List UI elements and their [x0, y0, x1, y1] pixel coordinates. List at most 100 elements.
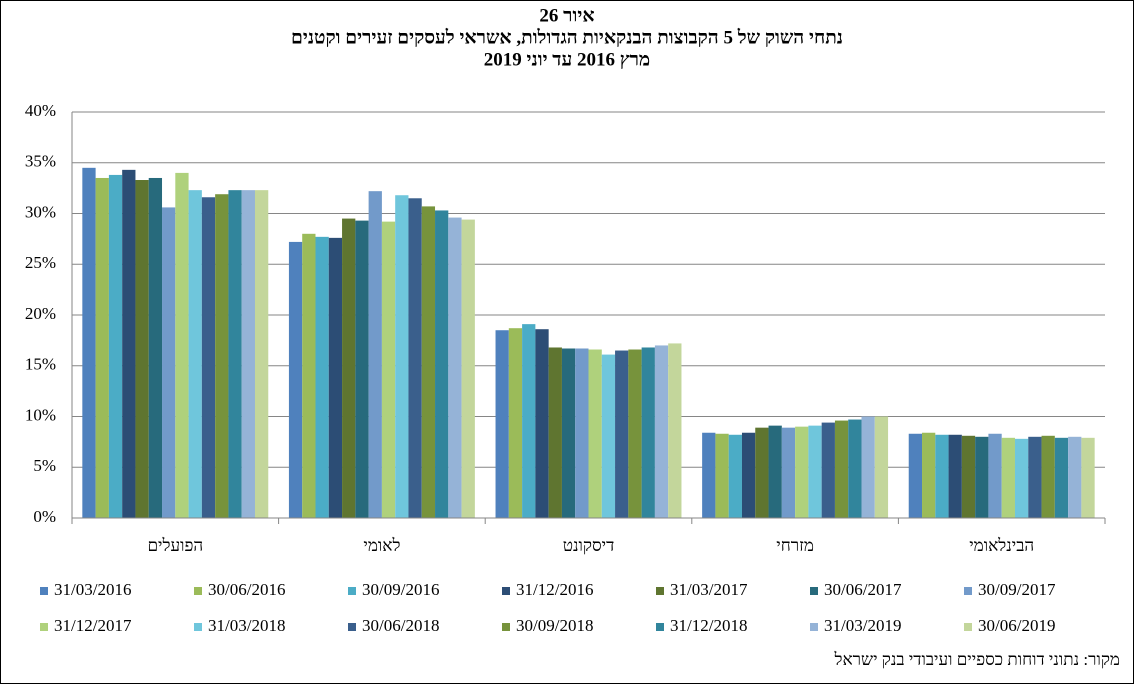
bar [1054, 437, 1069, 518]
x-tick-label: הבינלאומי [969, 536, 1034, 555]
y-tick-label: 40% [25, 101, 56, 120]
bar [808, 425, 822, 518]
y-tick-label: 10% [25, 405, 56, 424]
legend-label: 30/06/2016 [208, 580, 285, 599]
bar [755, 427, 769, 518]
bar [302, 233, 316, 519]
legend-label: 31/03/2017 [670, 580, 748, 599]
bar [768, 425, 782, 518]
bar [834, 420, 849, 518]
bar [741, 432, 756, 518]
bar [922, 432, 936, 518]
x-tick-label: דיסקונט [563, 536, 615, 555]
bar [535, 329, 549, 518]
bar [522, 324, 536, 518]
legend-swatch [348, 623, 356, 631]
bar [715, 433, 729, 518]
legend-label: 30/09/2018 [516, 616, 593, 635]
bar [328, 237, 343, 519]
bar [461, 219, 475, 518]
x-tick-label: לאומי [363, 536, 400, 555]
bar [1081, 437, 1095, 518]
bar [948, 434, 962, 518]
bar [575, 348, 589, 518]
y-tick-label: 15% [25, 355, 56, 374]
legend-label: 31/03/2016 [54, 580, 131, 599]
bar [1041, 435, 1055, 518]
legend-label: 30/06/2017 [824, 580, 902, 599]
legend-swatch [502, 623, 510, 631]
bar [654, 345, 669, 518]
bar [601, 354, 616, 518]
legend-swatch [656, 587, 664, 595]
y-tick-label: 25% [25, 253, 56, 272]
bar [1068, 436, 1082, 518]
bar [615, 350, 629, 518]
source-note: מקור: נתוני דוחות כספיים ועיבודי בנק ישר… [834, 650, 1120, 669]
legend-swatch [40, 623, 48, 631]
bar [95, 177, 109, 518]
bar [908, 433, 923, 518]
legend-label: 31/03/2019 [824, 616, 901, 635]
bar [781, 427, 796, 518]
bar [961, 435, 976, 518]
bar [215, 194, 229, 518]
legend-label: 30/06/2019 [978, 616, 1055, 635]
bar [861, 416, 875, 518]
bar [588, 349, 602, 518]
bar [82, 167, 96, 518]
y-tick-label: 35% [25, 152, 56, 171]
bar [201, 197, 216, 518]
x-tick-label: הפועלים [147, 536, 203, 555]
bar [162, 207, 176, 518]
bar [408, 198, 422, 518]
bar [668, 343, 682, 518]
bar [288, 241, 303, 519]
bar [241, 190, 255, 518]
chart-title: מרץ 2016 עד יוני 2019 [484, 49, 650, 70]
bar [122, 169, 136, 519]
legend-label: 30/09/2016 [362, 580, 439, 599]
legend-swatch [194, 623, 202, 631]
legend-label: 31/12/2016 [516, 580, 593, 599]
bar [342, 218, 356, 518]
bar [254, 190, 269, 518]
legend-label: 31/12/2018 [670, 616, 747, 635]
bar [368, 191, 382, 519]
legend-swatch [964, 623, 972, 631]
bar [1001, 437, 1015, 518]
bar [795, 426, 809, 518]
bar [175, 172, 189, 518]
bar [381, 221, 396, 518]
legend-label: 30/06/2018 [362, 616, 439, 635]
bar [561, 348, 576, 518]
chart-title: איור 26 [539, 5, 594, 26]
legend-swatch [810, 623, 818, 631]
bar [988, 433, 1002, 518]
bar [148, 177, 163, 518]
bar [728, 434, 742, 518]
bar [821, 422, 835, 518]
y-tick-label: 0% [33, 507, 56, 526]
bar [108, 174, 123, 518]
bar [628, 349, 642, 518]
legend-label: 31/03/2018 [208, 616, 285, 635]
bar [641, 347, 655, 518]
bar [702, 432, 716, 518]
bar [135, 180, 149, 518]
bar [448, 217, 462, 518]
legend-swatch [40, 587, 48, 595]
bar [228, 190, 242, 518]
bar [1028, 436, 1042, 518]
legend-swatch [656, 623, 664, 631]
bar [495, 330, 509, 518]
bar [435, 210, 449, 518]
bar [848, 419, 862, 518]
bar [548, 347, 562, 518]
bar [421, 206, 436, 518]
legend-swatch [810, 587, 818, 595]
legend-swatch [964, 587, 972, 595]
y-tick-label: 20% [25, 304, 56, 323]
bar [355, 220, 369, 519]
